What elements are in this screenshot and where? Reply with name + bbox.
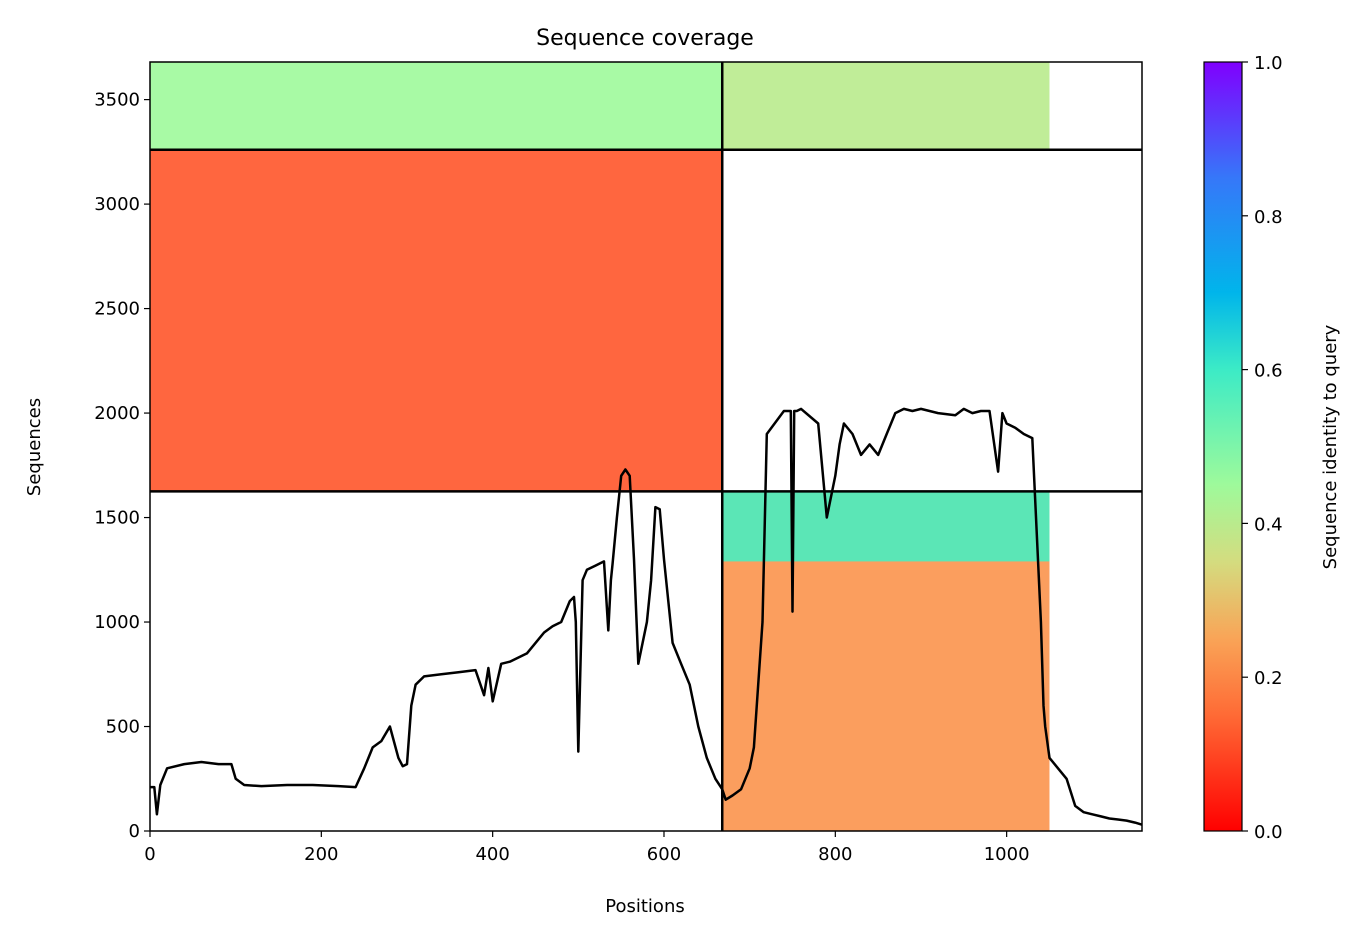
y-tick-label: 2500 (94, 299, 140, 320)
x-tick-label: 800 (818, 844, 852, 865)
x-tick-label: 600 (647, 844, 681, 865)
x-axis-label: Positions (605, 896, 684, 917)
colorbar: 0.0 0.2 0.4 0.6 0.8 1.0 (1203, 53, 1283, 843)
plot-area: 0 200 400 600 800 1000 0 500 1000 1500 2000 2500 300… (94, 61, 1143, 865)
y-tick-label: 0 (129, 821, 140, 842)
coverage-block (150, 62, 723, 150)
x-tick-label: 400 (475, 844, 509, 865)
colorbar-tick-label: 0.6 (1254, 361, 1283, 382)
y-axis-label: Sequences (24, 398, 45, 496)
colorbar-tick-label: 1.0 (1254, 53, 1283, 74)
chart-title: Sequence coverage (536, 26, 754, 51)
colorbar-tick-label: 0.4 (1254, 514, 1283, 535)
y-tick-label: 500 (106, 717, 140, 738)
x-tick-label: 1000 (984, 844, 1030, 865)
y-tick-label: 1500 (94, 508, 140, 529)
coverage-line (150, 407, 1143, 826)
y-tick-label: 2000 (94, 403, 140, 424)
x-tick-label: 200 (304, 844, 338, 865)
colorbar-label: Sequence identity to query (1320, 324, 1341, 569)
coverage-block (150, 149, 723, 492)
colorbar-tick-label: 0.2 (1254, 668, 1283, 689)
coverage-block (722, 491, 1050, 562)
plot-frame (149, 61, 1143, 832)
y-tick-label: 1000 (94, 612, 140, 633)
colorbar-gradient (1203, 61, 1243, 832)
colorbar-tick-label: 0.8 (1254, 207, 1283, 228)
y-tick-label: 3000 (94, 194, 140, 215)
coverage-block (722, 62, 1050, 150)
colorbar-tick-label: 0.0 (1254, 822, 1283, 843)
y-tick-label: 3500 (94, 90, 140, 111)
x-tick-label: 0 (144, 844, 155, 865)
